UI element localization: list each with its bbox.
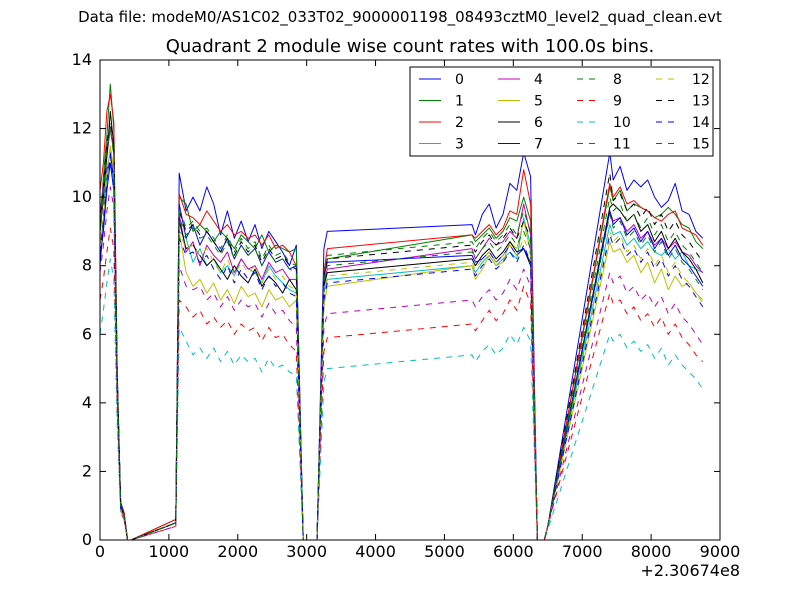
x-offset-label: +2.30674e8 [640,561,740,580]
legend-label-7: 7 [534,137,543,153]
legend-label-11: 11 [613,137,631,153]
x-tick-label: 0 [95,542,105,561]
y-tick-label: 10 [72,187,92,206]
x-tick-label: 7000 [562,542,603,561]
legend-label-9: 9 [613,94,622,110]
series-line-10 [100,258,704,540]
y-tick-label: 0 [82,530,92,549]
y-tick-label: 2 [82,461,92,480]
x-tick-label: 1000 [149,542,190,561]
legend-label-12: 12 [692,72,710,88]
series-line-0 [100,152,704,540]
x-tick-label: 4000 [355,542,396,561]
series-layer [100,83,704,540]
legend-label-1: 1 [455,94,464,110]
legend-label-13: 13 [692,94,710,110]
x-tick-label: 6000 [493,542,534,561]
legend-label-8: 8 [613,72,622,88]
figure-suptitle: Data file: modeM0/AS1C02_033T02_90000011… [78,8,722,26]
y-tick-label: 4 [82,393,92,412]
series-line-11 [100,186,704,540]
legend-label-6: 6 [534,115,543,131]
axes-frame [99,59,721,541]
legend-label-14: 14 [692,115,710,131]
series-line-8 [100,128,704,540]
legend-label-3: 3 [455,137,464,153]
y-tick-label: 6 [82,324,92,343]
y-tick-label: 14 [72,50,92,69]
legend-box [409,66,714,157]
legend-label-15: 15 [692,137,710,153]
x-tick-label: 5000 [424,542,465,561]
y-tick-label: 12 [72,119,92,138]
ticks-layer: 0 1000 2000 3000 4000 5000 6000 7000 8000 9000 0 2 4… [72,50,741,561]
series-line-13 [100,121,704,540]
legend-label-4: 4 [534,72,543,88]
legend-label-10: 10 [613,115,631,131]
legend-label-5: 5 [534,94,543,110]
legend-label-2: 2 [455,115,464,131]
chart-title: Quadrant 2 module wise count rates with … [165,36,655,57]
series-line-9 [100,227,704,540]
x-tick-label: 9000 [700,542,741,561]
series-line-14 [100,155,704,540]
series-line-15 [100,124,704,540]
x-tick-label: 8000 [631,542,672,561]
legend-label-0: 0 [455,72,464,88]
x-tick-label: 3000 [286,542,327,561]
x-tick-label: 2000 [217,542,258,561]
series-line-2 [100,93,704,540]
y-tick-label: 8 [82,256,92,275]
